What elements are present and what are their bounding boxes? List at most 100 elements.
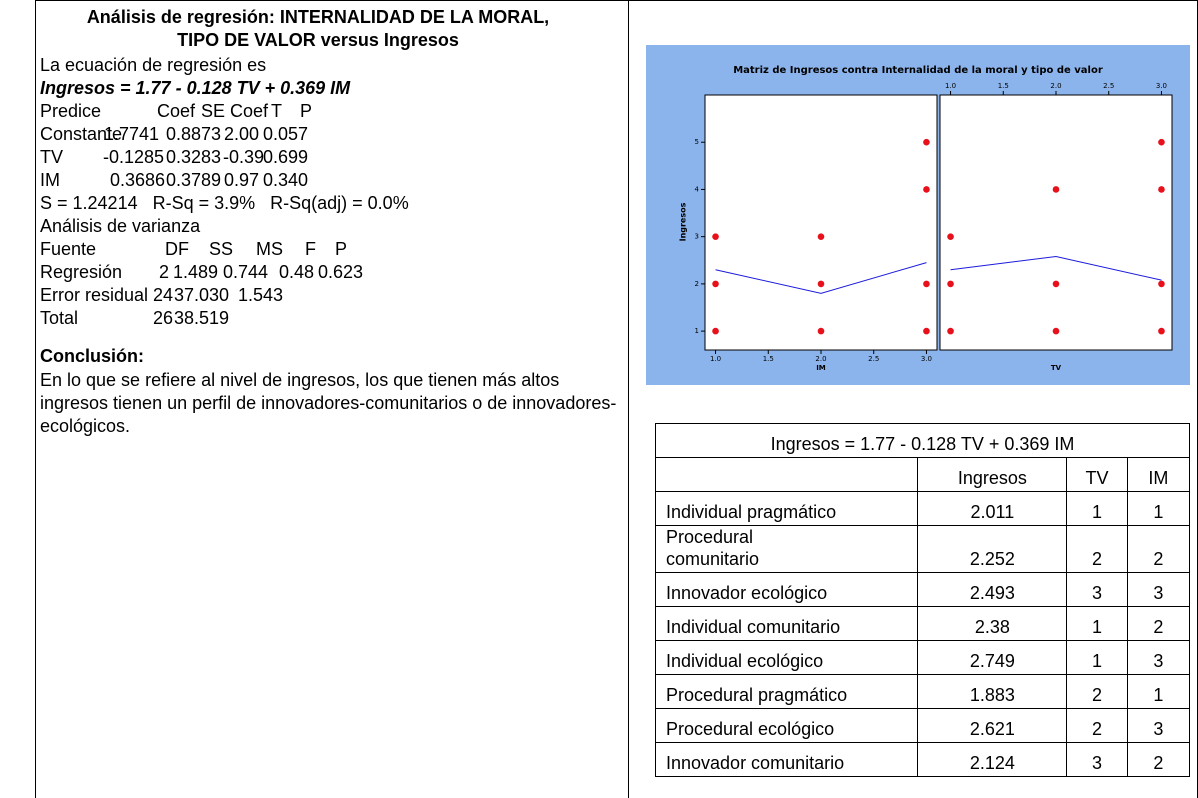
table-cell: 3 bbox=[1126, 708, 1191, 743]
coef-cell: SE Coef bbox=[201, 101, 269, 121]
table-row: Ingresos = 1.77 - 0.128 TV + 0.369 IM bbox=[655, 423, 1190, 458]
equation-intro: La ecuación de regresión es bbox=[40, 55, 267, 75]
point bbox=[947, 233, 954, 240]
coef-cell: Constante bbox=[40, 124, 123, 144]
panel bbox=[704, 94, 938, 351]
point bbox=[1052, 186, 1060, 193]
anova-cell: Total bbox=[40, 308, 79, 328]
anova-cell: 0.623 bbox=[318, 262, 364, 282]
x-tick-label: 2.0 bbox=[815, 355, 826, 363]
y-tick-label: 2 bbox=[695, 280, 699, 288]
table-row: Individual ecológico 2.749 1 3 bbox=[654, 640, 1191, 675]
point bbox=[923, 327, 930, 335]
coef-cell: Coef bbox=[157, 101, 196, 121]
y-tick-label: 1 bbox=[695, 327, 699, 335]
coef-cell: IM bbox=[40, 170, 60, 190]
coef-cell: 0.3283 bbox=[166, 147, 222, 167]
anova-cell: DF bbox=[165, 239, 189, 259]
x-tick-label: 2.5 bbox=[868, 355, 879, 363]
table-cell: 2.749 bbox=[917, 640, 1068, 675]
coef-cell: -0.1285 bbox=[103, 147, 165, 167]
point bbox=[923, 280, 930, 288]
anova-cell: 1.489 bbox=[173, 262, 219, 282]
point bbox=[1158, 186, 1165, 193]
table-row: Procedural ecológico 2.621 2 3 bbox=[654, 708, 1191, 743]
table-cell: 1 bbox=[1126, 674, 1191, 709]
coef-cell: 1.7741 bbox=[104, 124, 160, 144]
point bbox=[923, 138, 930, 146]
x-tick-label: 1.5 bbox=[998, 82, 1009, 90]
coef-cell: 2.00 bbox=[224, 124, 260, 144]
table-cell: Individual ecológico bbox=[654, 640, 919, 675]
table-cell: 2 bbox=[1066, 674, 1128, 709]
coef-cell: 0.057 bbox=[263, 124, 309, 144]
table-row: Individual pragmático 2.011 1 1 bbox=[654, 491, 1191, 526]
coef-cell: -0.39 bbox=[223, 147, 265, 167]
point bbox=[712, 327, 719, 335]
anova-cell: Regresión bbox=[40, 262, 123, 282]
anova-cell: 2 bbox=[159, 262, 170, 282]
table-cell: 2.621 bbox=[917, 708, 1068, 743]
x-axis-label: TV bbox=[1051, 364, 1062, 372]
table-cell: 2.38 bbox=[917, 606, 1068, 641]
x-tick-label: 2.5 bbox=[1103, 82, 1114, 90]
table-cell: IM bbox=[1126, 457, 1191, 492]
coef-cell: Predice bbox=[40, 101, 102, 121]
table-cell: 2 bbox=[1126, 606, 1191, 641]
table-cell: 2 bbox=[1066, 708, 1128, 743]
point bbox=[1158, 327, 1165, 335]
anova-cell: 26 bbox=[153, 308, 174, 328]
anova-cell: 0.744 bbox=[223, 262, 269, 282]
y-axis-label: Ingresos bbox=[679, 202, 688, 241]
point bbox=[1158, 280, 1165, 288]
table-cell: 2.493 bbox=[917, 572, 1068, 607]
coef-cell: 0.8873 bbox=[166, 124, 222, 144]
table-cell: Innovador ecológico bbox=[654, 572, 919, 607]
report-title: Análisis de regresión: INTERNALIDAD DE L… bbox=[86, 7, 550, 27]
chart-title: Matriz de Ingresos contra Internalidad d… bbox=[733, 65, 1103, 76]
coef-cell: 0.340 bbox=[263, 170, 309, 190]
anova-cell: 0.48 bbox=[279, 262, 315, 282]
y-tick-label: 4 bbox=[695, 185, 700, 193]
table-cell: 3 bbox=[1126, 640, 1191, 675]
table-cell: Procedural ecológico bbox=[654, 708, 919, 743]
coef-cell: P bbox=[300, 101, 313, 121]
x-tick-label: 1.0 bbox=[945, 82, 956, 90]
frame-line bbox=[35, 0, 1198, 1]
table-cell: 1 bbox=[1126, 491, 1191, 526]
anova-cell: 38.519 bbox=[174, 308, 230, 328]
table-row: Procedural pragmático 1.883 2 1 bbox=[654, 674, 1191, 709]
point bbox=[1052, 280, 1060, 288]
matrix-plot: Matriz de Ingresos contra Internalidad d… bbox=[646, 45, 1190, 385]
anova-cell: Error residual bbox=[40, 285, 149, 305]
table-row: Innovador comunitario 2.124 3 2 bbox=[654, 742, 1191, 777]
anova-cell: F bbox=[305, 239, 316, 259]
point bbox=[1158, 138, 1165, 146]
point bbox=[817, 233, 825, 240]
table-cell: 2.124 bbox=[917, 742, 1068, 777]
anova-cell: 24 bbox=[153, 285, 174, 305]
table-cell: 1 bbox=[1066, 640, 1128, 675]
table-cell: 2 bbox=[1126, 742, 1191, 777]
coef-cell: 0.3686 bbox=[110, 170, 166, 190]
x-tick-label: 1.0 bbox=[710, 355, 721, 363]
anova-cell: P bbox=[335, 239, 348, 259]
point bbox=[817, 327, 825, 335]
y-tick-label: 3 bbox=[695, 233, 699, 241]
point bbox=[817, 280, 825, 288]
anova-cell: 37.030 bbox=[174, 285, 230, 305]
point bbox=[947, 280, 954, 288]
anova-cell: Fuente bbox=[40, 239, 97, 259]
anova-cell: 1.543 bbox=[238, 285, 284, 305]
table-row: Procedural comunitario 2.252 2 2 bbox=[654, 525, 1191, 573]
table-cell: Ingresos = 1.77 - 0.128 TV + 0.369 IM bbox=[655, 423, 1190, 458]
conclusion: En lo que se refiere al nivel de ingreso… bbox=[40, 370, 617, 436]
point bbox=[923, 186, 930, 193]
table-cell: 3 bbox=[1126, 572, 1191, 607]
anova-cell: MS bbox=[256, 239, 283, 259]
y-tick-label: 5 bbox=[695, 138, 699, 146]
fit-line bbox=[715, 262, 927, 294]
table-cell: 2 bbox=[1126, 525, 1191, 573]
table-cell: 1 bbox=[1066, 491, 1128, 526]
